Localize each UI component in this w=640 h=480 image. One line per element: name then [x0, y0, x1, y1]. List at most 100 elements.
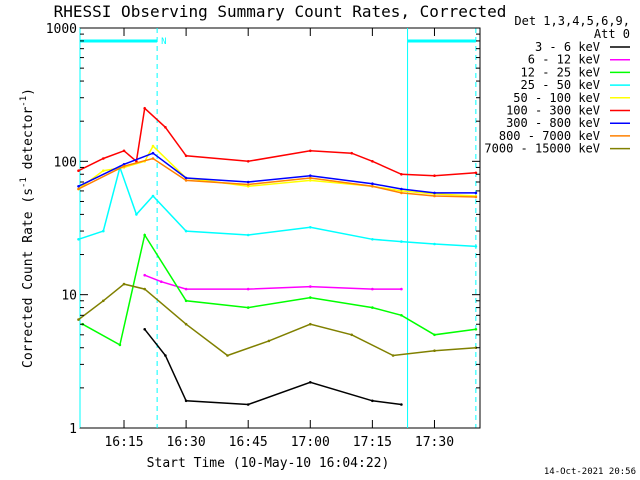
data-point-3-6-kev	[184, 399, 188, 403]
data-point-300-800-kev	[122, 163, 126, 166]
data-point-6-12-kev	[143, 273, 146, 277]
data-point-50-100-kev	[309, 179, 312, 182]
y-axis-label-suffix: )	[21, 88, 36, 96]
data-point-12-25-kev	[474, 328, 478, 331]
data-point-100-300-kev	[102, 157, 105, 160]
data-point-100-300-kev	[474, 171, 478, 175]
data-point-25-50-kev	[309, 226, 312, 229]
x-tick-label: 16:45	[229, 435, 268, 450]
x-tick-label: 17:00	[291, 435, 330, 450]
data-point-7000-15000-kev	[122, 282, 126, 286]
data-point-100-300-kev	[400, 173, 403, 176]
y-axis-label-sup1: -1	[19, 177, 29, 188]
series-line-100-300-kev	[78, 106, 476, 177]
data-point-300-800-kev	[371, 182, 374, 185]
generation-timestamp: 14-Oct-2021 20:56	[544, 467, 636, 477]
data-point-800-7000-kev	[309, 176, 312, 180]
legend-label-12-25-kev: 12 - 25 keV	[521, 65, 600, 79]
night-marker-label: N	[161, 37, 166, 47]
data-point-6-12-kev	[309, 285, 312, 288]
legend-label-25-50-kev: 25 - 50 keV	[521, 78, 600, 92]
series-line-7000-15000-kev	[78, 283, 476, 357]
x-tick-label: 16:30	[167, 435, 206, 450]
legend-header-detectors: Det 1,3,4,5,6,9,	[514, 14, 630, 28]
data-point-7000-15000-kev	[226, 354, 229, 357]
y-axis-label-prefix: Corrected Count Rate (s	[21, 188, 36, 368]
data-point-100-300-kev	[371, 160, 374, 163]
data-point-100-300-kev	[135, 160, 138, 163]
data-point-800-7000-kev	[474, 195, 478, 199]
series-layer	[77, 106, 478, 406]
data-point-6-12-kev	[160, 280, 163, 284]
data-point-7000-15000-kev	[309, 322, 312, 326]
legend-label-100-300-kev: 100 - 300 keV	[506, 104, 600, 118]
data-point-6-12-kev	[184, 287, 188, 291]
data-point-800-7000-kev	[433, 194, 436, 198]
data-point-800-7000-kev	[151, 157, 155, 160]
data-point-300-800-kev	[309, 174, 312, 177]
data-point-7000-15000-kev	[184, 322, 188, 326]
data-point-50-100-kev	[400, 189, 403, 193]
data-point-100-300-kev	[164, 126, 167, 129]
data-point-3-6-kev	[400, 403, 403, 406]
data-point-7000-15000-kev	[102, 299, 105, 303]
chart-title: RHESSI Observing Summary Count Rates, Co…	[54, 2, 507, 21]
legend-label-6-12-kev: 6 - 12 keV	[528, 53, 600, 67]
x-axis-label: Start Time (10-May-10 16:04:22)	[147, 456, 390, 471]
legend-label-50-100-kev: 50 - 100 keV	[513, 91, 600, 105]
data-point-300-800-kev	[77, 185, 80, 188]
data-point-7000-15000-kev	[143, 287, 146, 291]
data-point-100-300-kev	[350, 151, 354, 155]
data-point-3-6-kev	[143, 328, 146, 331]
data-point-7000-15000-kev	[433, 349, 436, 353]
series-line-800-7000-kev	[78, 157, 476, 198]
legend-header-attenuator: Att 0	[594, 27, 630, 41]
data-point-800-7000-kev	[371, 185, 374, 188]
data-point-300-800-kev	[151, 151, 155, 155]
data-point-7000-15000-kev	[391, 354, 395, 357]
data-point-25-50-kev	[151, 194, 155, 198]
data-point-7000-15000-kev	[474, 346, 478, 350]
series-line-300-800-kev	[78, 152, 476, 194]
legend-label-800-7000-kev: 800 - 7000 keV	[499, 129, 600, 143]
data-point-300-800-kev	[246, 180, 250, 184]
legend-label-7000-15000-kev: 7000 - 15000 keV	[484, 142, 600, 156]
legend-label-3-6-kev: 3 - 6 keV	[535, 40, 600, 54]
x-tick-label: 17:30	[415, 435, 454, 450]
data-point-800-7000-kev	[184, 179, 188, 182]
axis-layer: 1 10 100 1000 16:15 16:30 16:45 17:00 17:15 17:30	[46, 22, 480, 450]
data-point-25-50-kev	[371, 238, 374, 241]
data-point-7000-15000-kev	[267, 339, 271, 343]
data-point-25-50-kev	[400, 240, 403, 243]
data-point-25-50-kev	[246, 233, 250, 237]
y-tick-label: 100	[54, 155, 77, 170]
data-point-3-6-kev	[164, 354, 167, 357]
data-point-12-25-kev	[309, 296, 312, 299]
data-point-800-7000-kev	[77, 187, 80, 191]
data-point-100-300-kev	[184, 154, 188, 158]
y-axis-label: Corrected Count Rate (s-1 detector-1)	[19, 88, 36, 368]
data-point-3-6-kev	[371, 399, 374, 403]
data-point-3-6-kev	[309, 381, 312, 384]
data-point-100-300-kev	[433, 174, 436, 177]
data-point-6-12-kev	[246, 287, 250, 291]
x-tick-label: 16:15	[104, 435, 143, 450]
series-line-6-12-kev	[144, 274, 402, 290]
data-point-12-25-kev	[400, 314, 403, 317]
y-tick-label: 10	[61, 289, 77, 304]
data-point-6-12-kev	[400, 287, 403, 291]
data-point-12-25-kev	[184, 299, 188, 303]
data-point-12-25-kev	[371, 306, 374, 309]
data-point-100-300-kev	[246, 160, 250, 163]
night-annotations: N	[79, 28, 477, 428]
data-point-100-300-kev	[122, 149, 126, 153]
data-point-300-800-kev	[474, 191, 478, 195]
x-tick-label: 17:15	[353, 435, 392, 450]
data-point-100-300-kev	[143, 107, 146, 110]
y-tick-label: 1	[69, 422, 77, 437]
data-point-25-50-kev	[184, 229, 188, 233]
data-point-25-50-kev	[135, 213, 138, 216]
legend-label-300-800-kev: 300 - 800 keV	[506, 116, 600, 130]
data-point-25-50-kev	[433, 242, 436, 246]
